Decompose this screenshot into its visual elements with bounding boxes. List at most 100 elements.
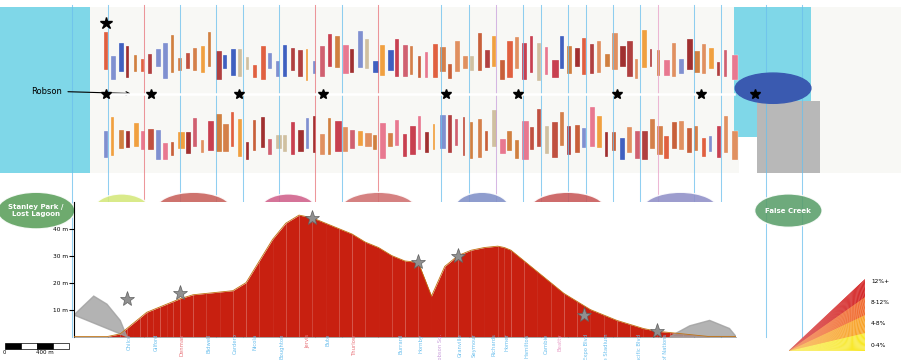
Bar — [552, 122, 559, 158]
Circle shape — [735, 73, 811, 103]
Bar — [298, 50, 304, 77]
Polygon shape — [788, 286, 865, 351]
Bar — [545, 126, 549, 154]
Bar — [485, 50, 490, 68]
Bar — [732, 131, 738, 159]
Polygon shape — [788, 311, 865, 351]
Bar — [455, 41, 460, 72]
Bar — [448, 64, 452, 79]
Bar — [141, 59, 144, 72]
Polygon shape — [74, 296, 127, 337]
Polygon shape — [788, 282, 865, 351]
Bar — [5, 343, 21, 348]
Text: False Creek: False Creek — [766, 208, 811, 213]
Bar — [657, 126, 663, 155]
Text: Robson: Robson — [32, 87, 130, 96]
Ellipse shape — [259, 194, 317, 227]
Bar — [470, 56, 474, 71]
Bar — [358, 131, 363, 146]
Bar — [216, 51, 222, 80]
Polygon shape — [788, 314, 865, 351]
Bar — [575, 126, 580, 153]
Bar — [328, 118, 331, 155]
Polygon shape — [788, 297, 865, 351]
Bar — [702, 44, 706, 74]
Bar — [523, 121, 529, 160]
Bar — [313, 116, 316, 153]
Text: Hornby: Hornby — [418, 333, 423, 352]
Text: Robson
Square: Robson Square — [468, 204, 496, 217]
Text: Stadium and
Pavillions: Stadium and Pavillions — [655, 204, 705, 217]
Bar — [208, 121, 214, 151]
Text: 8-12%: 8-12% — [871, 300, 890, 305]
Bar — [627, 41, 633, 77]
Polygon shape — [788, 285, 865, 351]
Bar — [253, 120, 256, 151]
Ellipse shape — [155, 192, 232, 229]
Polygon shape — [788, 341, 865, 351]
Polygon shape — [788, 319, 865, 351]
Bar — [403, 45, 408, 77]
Bar — [366, 39, 369, 69]
Bar — [665, 59, 670, 76]
Text: 4-8%: 4-8% — [871, 321, 887, 326]
Bar — [186, 132, 192, 154]
Bar — [560, 112, 564, 146]
Polygon shape — [788, 294, 865, 351]
Bar — [231, 49, 236, 76]
Text: Cardero: Cardero — [232, 333, 238, 354]
Polygon shape — [788, 345, 865, 351]
Bar — [568, 126, 570, 154]
Bar — [672, 122, 678, 149]
Bar — [216, 114, 222, 152]
Polygon shape — [788, 279, 865, 351]
Text: Thurlow: Thurlow — [352, 333, 357, 355]
Polygon shape — [788, 303, 865, 351]
Text: Hamilton: Hamilton — [524, 333, 529, 357]
Text: Cambie: Cambie — [544, 333, 549, 354]
Bar — [305, 118, 309, 149]
Bar — [305, 49, 308, 81]
Text: BC Place Stadium: BC Place Stadium — [604, 333, 609, 360]
Bar — [321, 134, 324, 154]
Bar — [231, 112, 234, 147]
Ellipse shape — [453, 192, 511, 229]
Polygon shape — [788, 289, 865, 351]
Text: Apartments: Apartments — [98, 208, 145, 213]
Bar — [650, 119, 655, 149]
Polygon shape — [788, 329, 865, 351]
Bar — [470, 122, 473, 159]
Text: 12%+: 12%+ — [871, 279, 889, 284]
Bar — [387, 50, 394, 71]
Bar — [208, 32, 211, 67]
Bar — [410, 126, 416, 155]
Bar — [552, 60, 559, 78]
Polygon shape — [788, 346, 865, 351]
Text: Local
Shopping: Local Shopping — [175, 204, 213, 217]
Text: Bidwell: Bidwell — [206, 333, 212, 352]
Polygon shape — [788, 348, 865, 351]
Bar — [321, 46, 325, 77]
Bar — [366, 133, 371, 147]
Text: 0: 0 — [3, 350, 6, 355]
Bar — [695, 126, 698, 151]
Bar — [455, 120, 458, 146]
Bar — [373, 135, 377, 150]
Text: Denman: Denman — [180, 333, 185, 356]
Polygon shape — [788, 338, 865, 351]
Bar — [238, 49, 242, 77]
Bar — [515, 37, 519, 69]
Bar — [545, 47, 548, 75]
Bar — [111, 55, 116, 80]
Text: Pacific Blvd: Pacific Blvd — [637, 333, 642, 360]
Bar — [440, 114, 446, 149]
Bar — [276, 61, 280, 77]
Polygon shape — [788, 337, 865, 351]
Text: Stanley Park /
Lost Lagoon: Stanley Park / Lost Lagoon — [8, 204, 64, 217]
Polygon shape — [788, 293, 865, 351]
Bar — [687, 39, 693, 69]
Polygon shape — [788, 290, 865, 351]
Bar — [612, 132, 615, 150]
Polygon shape — [788, 280, 865, 351]
Polygon shape — [788, 347, 865, 351]
